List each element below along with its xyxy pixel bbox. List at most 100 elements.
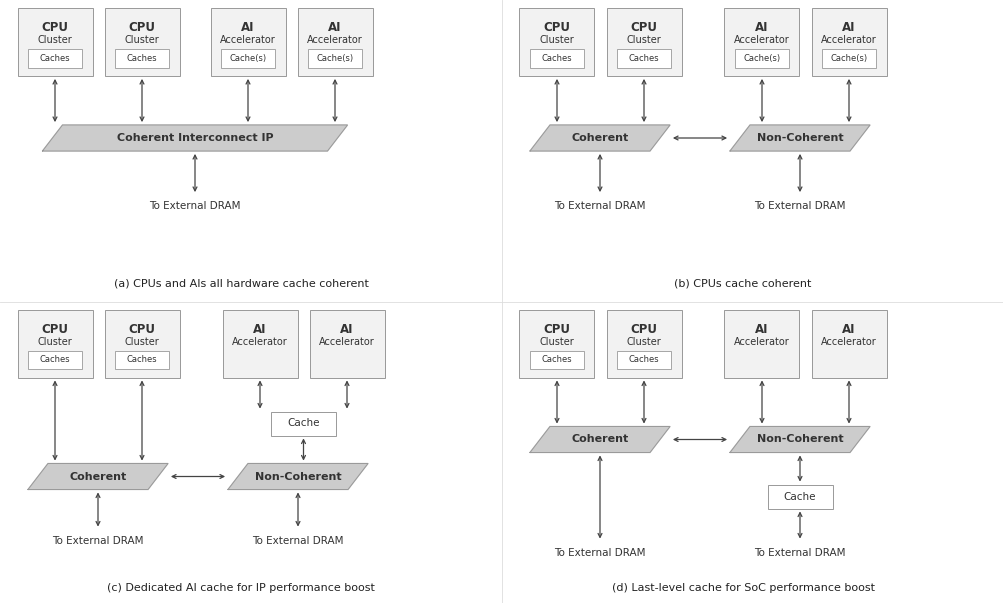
Bar [766,484,831,508]
Text: Accelerator: Accelerator [820,36,876,45]
Text: Cluster: Cluster [37,337,72,347]
Text: AI: AI [253,323,267,336]
Bar [821,49,876,68]
Bar [221,49,275,68]
Text: Non-Coherent: Non-Coherent [255,472,341,482]
Text: Non-Coherent: Non-Coherent [756,133,843,143]
Text: Cache(s): Cache(s) [230,54,267,63]
Text: CPU: CPU [41,21,68,34]
Text: (d) Last-level cache for SoC performance boost: (d) Last-level cache for SoC performance… [611,583,874,593]
Bar [223,309,297,377]
Text: CPU: CPU [630,21,657,34]
Bar [810,8,886,76]
Text: AI: AI [842,21,855,34]
Text: Caches: Caches [542,54,572,63]
Bar [104,309,180,377]
Bar [104,8,180,76]
Bar [115,350,169,369]
Text: Accelerator: Accelerator [319,337,374,347]
Bar [519,309,594,377]
Text: CPU: CPU [41,323,68,336]
Text: Coherent: Coherent [69,472,126,482]
Text: Accelerator: Accelerator [307,36,362,45]
Text: Cluster: Cluster [626,337,661,347]
Bar [309,309,384,377]
Text: Cluster: Cluster [124,36,159,45]
Bar [115,49,169,68]
Polygon shape [729,125,870,151]
Text: Caches: Caches [126,355,157,364]
Text: CPU: CPU [543,21,570,34]
Bar [530,49,584,68]
Text: Accelerator: Accelerator [733,36,789,45]
Bar [734,49,788,68]
Text: Cache(s): Cache(s) [742,54,779,63]
Text: Accelerator: Accelerator [733,337,789,347]
Polygon shape [530,426,669,452]
Text: Cache(s): Cache(s) [316,54,353,63]
Text: To External DRAM: To External DRAM [554,201,645,211]
Bar [530,350,584,369]
Bar [28,350,82,369]
Text: Accelerator: Accelerator [220,36,276,45]
Bar [606,309,681,377]
Text: Cluster: Cluster [539,36,574,45]
Polygon shape [228,464,368,490]
Polygon shape [530,125,669,151]
Text: CPU: CPU [128,323,155,336]
Text: CPU: CPU [630,323,657,336]
Text: Caches: Caches [126,54,157,63]
Text: Caches: Caches [40,355,70,364]
Text: (a) CPUs and AIs all hardware cache coherent: (a) CPUs and AIs all hardware cache cohe… [113,279,368,288]
Text: Cache(s): Cache(s) [829,54,867,63]
Bar [617,49,670,68]
Bar [211,8,285,76]
Text: CPU: CPU [128,21,155,34]
Text: Accelerator: Accelerator [232,337,288,347]
Text: Cluster: Cluster [37,36,72,45]
Bar [28,49,82,68]
Text: AI: AI [340,323,353,336]
Text: To External DRAM: To External DRAM [753,548,845,558]
Text: AI: AI [754,21,768,34]
Text: (c) Dedicated AI cache for IP performance boost: (c) Dedicated AI cache for IP performanc… [107,583,374,593]
Text: (b) CPUs cache coherent: (b) CPUs cache coherent [674,279,810,288]
Text: Cluster: Cluster [626,36,661,45]
Bar [810,309,886,377]
Bar [606,8,681,76]
Text: Cache: Cache [783,491,815,502]
Text: To External DRAM: To External DRAM [252,535,343,546]
Text: CPU: CPU [543,323,570,336]
Text: Cache: Cache [287,418,319,429]
Polygon shape [42,125,347,151]
Bar [17,8,92,76]
Text: Accelerator: Accelerator [820,337,876,347]
Text: To External DRAM: To External DRAM [554,548,645,558]
Polygon shape [28,464,168,490]
Text: AI: AI [842,323,855,336]
Text: AI: AI [754,323,768,336]
Text: To External DRAM: To External DRAM [52,535,143,546]
Text: To External DRAM: To External DRAM [149,201,241,211]
Text: Caches: Caches [40,54,70,63]
Text: Caches: Caches [628,355,659,364]
Text: Coherent: Coherent [571,435,628,444]
Bar [271,411,336,435]
Bar [724,309,798,377]
Bar [724,8,798,76]
Bar [519,8,594,76]
Text: To External DRAM: To External DRAM [753,201,845,211]
Bar [308,49,362,68]
Text: Cluster: Cluster [124,337,159,347]
Text: Caches: Caches [542,355,572,364]
Text: AI: AI [328,21,341,34]
Bar [617,350,670,369]
Text: Non-Coherent: Non-Coherent [756,435,843,444]
Polygon shape [729,426,870,452]
Text: Cluster: Cluster [539,337,574,347]
Bar [17,309,92,377]
Text: AI: AI [241,21,255,34]
Text: Coherent: Coherent [571,133,628,143]
Text: Coherent Interconnect IP: Coherent Interconnect IP [116,133,273,143]
Bar [297,8,372,76]
